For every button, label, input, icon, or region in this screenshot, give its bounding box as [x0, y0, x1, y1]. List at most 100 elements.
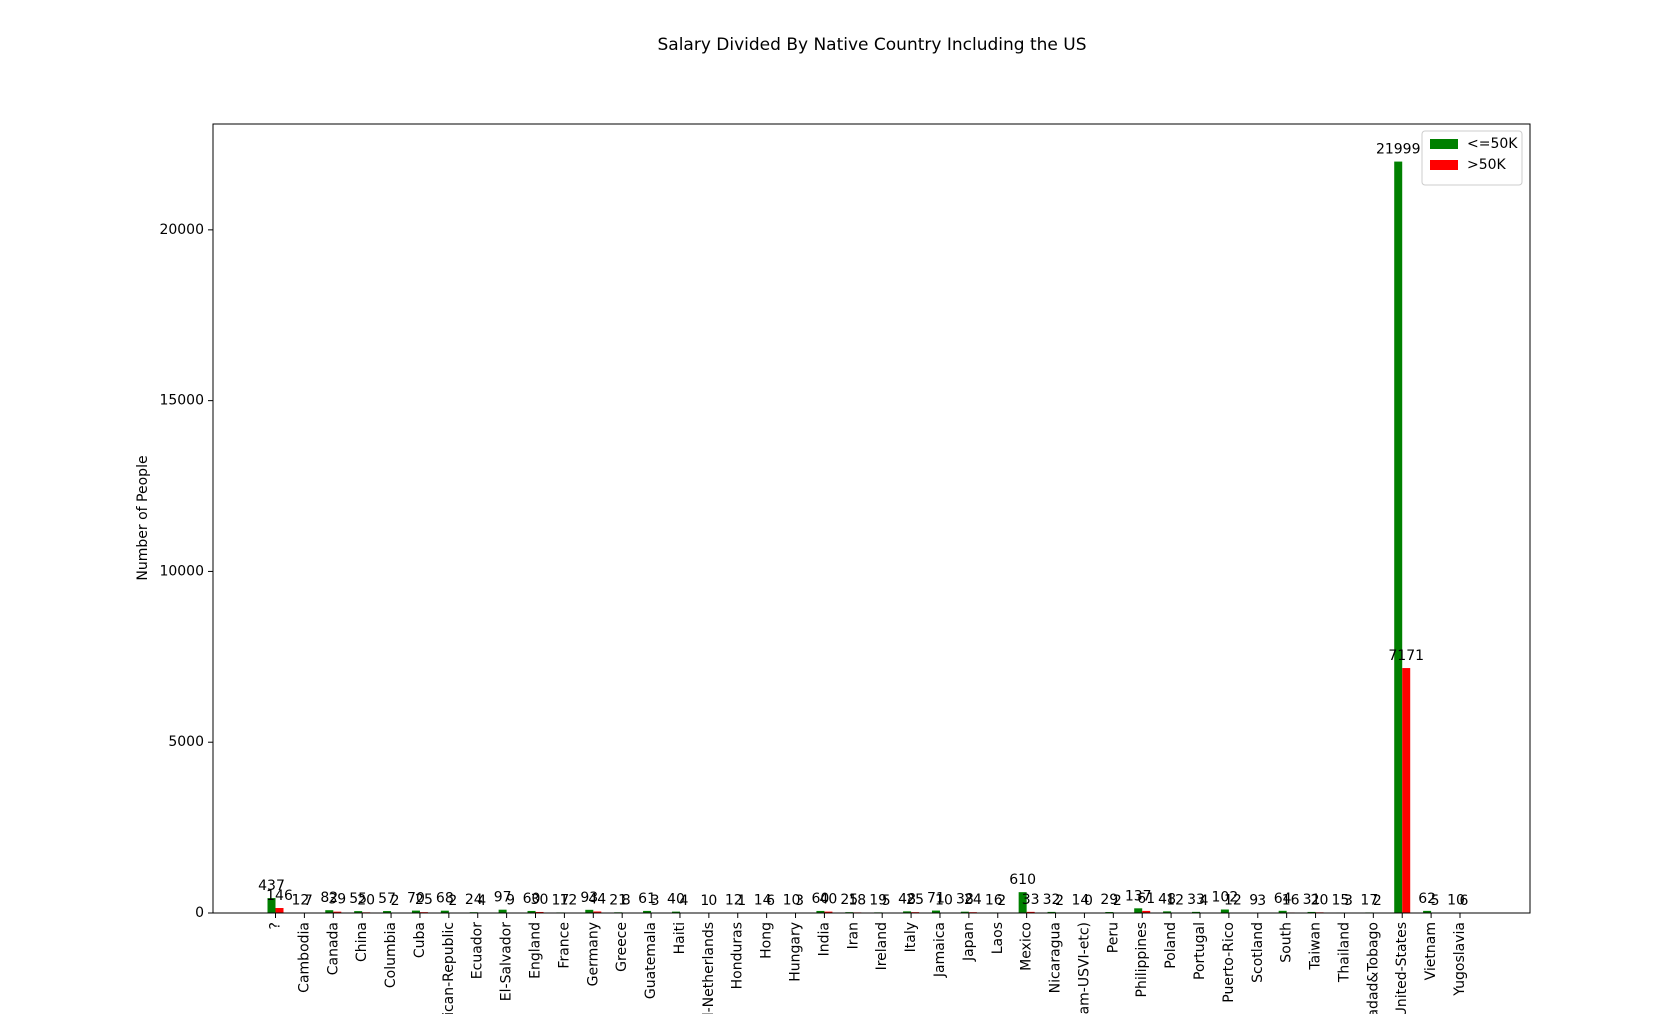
- bar: [1278, 910, 1287, 913]
- bar: [1402, 668, 1411, 913]
- data-label: 21999: [1376, 142, 1421, 158]
- x-tick-label: Dominican-Republic: [441, 922, 457, 1014]
- data-label: 0: [1084, 893, 1093, 909]
- bar: [1394, 161, 1403, 913]
- data-label: 24: [465, 892, 483, 908]
- y-tick-label: 5000: [168, 734, 204, 750]
- data-label: 18: [848, 892, 866, 908]
- bar: [1026, 911, 1035, 913]
- data-label: 1: [700, 893, 709, 909]
- data-label: 14: [754, 893, 772, 909]
- data-label: 21: [609, 892, 627, 908]
- data-label: 93: [580, 890, 598, 906]
- data-label: 4: [1200, 893, 1209, 909]
- data-label: 39: [328, 892, 346, 908]
- bar: [498, 909, 507, 913]
- data-label: 25: [906, 892, 924, 908]
- data-label: 61: [638, 891, 656, 907]
- bar: [960, 911, 969, 913]
- x-tick-label: Thailand: [1336, 922, 1352, 983]
- data-label: 4: [680, 893, 689, 909]
- x-tick-label: Cuba: [412, 922, 428, 958]
- data-label: 1: [737, 893, 746, 909]
- data-label: 70: [407, 891, 425, 907]
- x-tick-label: Yugoslavia: [1452, 922, 1468, 997]
- bar: [1163, 911, 1172, 913]
- x-tick-label: Jamaica: [932, 922, 948, 978]
- data-label: 30: [531, 892, 549, 908]
- x-tick-label: England: [528, 922, 544, 979]
- data-label: 610: [1009, 872, 1036, 888]
- y-tick-label: 0: [195, 905, 204, 921]
- data-label: 10: [935, 893, 953, 909]
- data-label: 20: [1311, 892, 1329, 908]
- data-label: 6: [766, 893, 775, 909]
- legend-swatch: [1430, 139, 1458, 149]
- data-label: 48: [1158, 891, 1176, 907]
- x-tick-label: Hungary: [788, 922, 804, 982]
- data-label: 3: [1344, 893, 1353, 909]
- data-label: 2: [448, 893, 457, 909]
- x-tick-label: Japan: [961, 922, 977, 962]
- data-label: 3: [651, 893, 660, 909]
- data-label: 48: [898, 891, 916, 907]
- y-tick-label: 15000: [159, 393, 204, 409]
- x-tick-label: Honduras: [730, 922, 746, 989]
- x-tick-label: Puerto-Rico: [1221, 922, 1237, 1003]
- data-label: 2: [997, 893, 1006, 909]
- x-tick-label: India: [816, 922, 832, 956]
- bar: [1018, 892, 1027, 913]
- data-label: 0: [708, 893, 717, 909]
- data-label: 19: [869, 892, 887, 908]
- data-label: 60: [812, 891, 830, 907]
- data-label: 64: [1274, 891, 1292, 907]
- data-label: 7: [304, 893, 313, 909]
- data-label: 3: [1257, 893, 1266, 909]
- data-label: 68: [436, 891, 454, 907]
- data-label: 137: [1125, 888, 1152, 904]
- data-label: 16: [985, 892, 1003, 908]
- bar: [535, 911, 544, 913]
- x-tick-label: Mexico: [1019, 922, 1035, 971]
- data-label: 17: [551, 892, 569, 908]
- bar: [333, 911, 342, 913]
- x-tick-label: Portugal: [1192, 922, 1208, 980]
- data-label: 29: [1100, 892, 1118, 908]
- data-label: 33: [1187, 892, 1205, 908]
- legend-swatch: [1430, 160, 1458, 170]
- x-tick-label: Italy: [903, 922, 919, 952]
- bar: [816, 910, 825, 913]
- data-label: 16: [1282, 892, 1300, 908]
- data-label: 7171: [1388, 648, 1424, 664]
- data-label: 12: [1224, 893, 1242, 909]
- x-tick-label: China: [354, 922, 370, 962]
- x-tick-label: Ecuador: [470, 922, 486, 979]
- x-tick-label: Vietnam: [1423, 922, 1439, 980]
- bar: [1134, 908, 1143, 913]
- x-tick-label: Cambodia: [296, 922, 312, 993]
- data-label: 25: [415, 892, 433, 908]
- bar: [383, 911, 392, 913]
- bar: [411, 910, 420, 913]
- data-label: 40: [667, 892, 685, 908]
- data-label: 8: [622, 893, 631, 909]
- data-label: 12: [1166, 893, 1184, 909]
- data-label: 2: [1373, 893, 1382, 909]
- bar: [643, 910, 652, 913]
- x-tick-label: Germany: [585, 922, 601, 986]
- data-label: 60: [523, 891, 541, 907]
- bar: [824, 911, 833, 913]
- bar: [275, 908, 284, 913]
- data-label: 97: [494, 890, 512, 906]
- bar: [1423, 910, 1432, 913]
- x-tick-label: Columbia: [383, 922, 399, 988]
- data-label: 10: [1447, 893, 1465, 909]
- data-label: 2: [391, 893, 400, 909]
- bar: [325, 910, 334, 913]
- bar: [354, 911, 363, 913]
- y-axis-label: Number of People: [135, 455, 151, 580]
- data-label: 5: [1431, 893, 1440, 909]
- x-tick-label: ?: [268, 922, 284, 929]
- data-label: 40: [820, 892, 838, 908]
